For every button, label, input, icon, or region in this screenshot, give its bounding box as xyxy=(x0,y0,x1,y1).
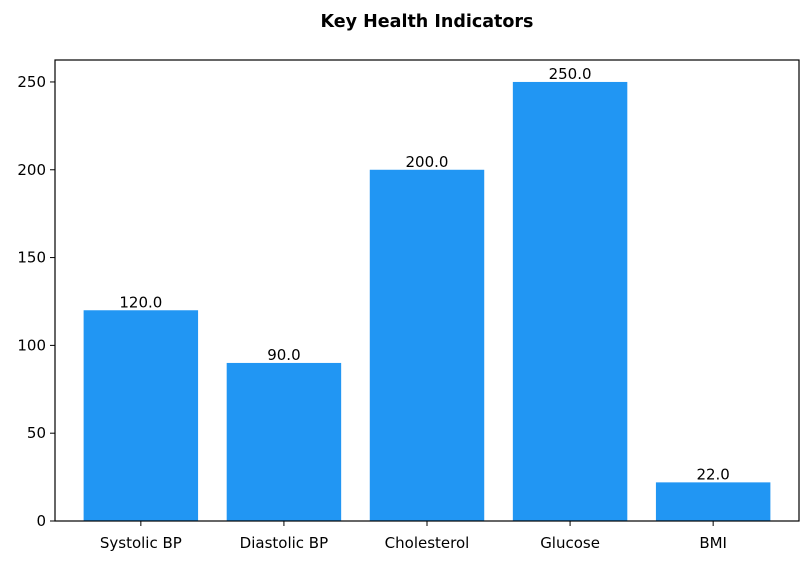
bar-diastolic-bp xyxy=(226,362,342,521)
x-tick-label: Diastolic BP xyxy=(240,534,328,552)
bar-systolic-bp xyxy=(83,310,199,521)
y-tick-label: 0 xyxy=(36,512,46,530)
data-label: 250.0 xyxy=(549,65,592,83)
data-label: 90.0 xyxy=(267,346,300,364)
bars-layer xyxy=(83,81,771,521)
bar-glucose xyxy=(512,81,628,521)
data-label: 120.0 xyxy=(119,293,162,311)
y-axis: 0 50 100 150 200 250 xyxy=(17,73,55,530)
y-tick-label: 100 xyxy=(17,336,46,354)
x-tick-label: Systolic BP xyxy=(100,534,182,552)
plot-frame xyxy=(54,59,800,522)
data-label: 200.0 xyxy=(406,153,449,171)
data-label: 22.0 xyxy=(696,465,729,483)
y-tick-label: 200 xyxy=(17,161,46,179)
bar-bmi xyxy=(655,482,771,521)
x-tick-label: BMI xyxy=(699,534,727,552)
y-tick-label: 150 xyxy=(17,249,46,267)
y-tick-label: 50 xyxy=(27,424,46,442)
x-axis: Systolic BP Diastolic BP Cholesterol Glucos… xyxy=(100,521,727,552)
x-tick-label: Cholesterol xyxy=(385,534,470,552)
y-tick-label: 250 xyxy=(17,73,46,91)
x-tick-label: Glucose xyxy=(540,534,600,552)
bar-cholesterol xyxy=(369,169,485,521)
chart-title: Key Health Indicators xyxy=(321,12,534,32)
data-labels-layer: 120.0 90.0 200.0 250.0 22.0 xyxy=(119,65,729,483)
